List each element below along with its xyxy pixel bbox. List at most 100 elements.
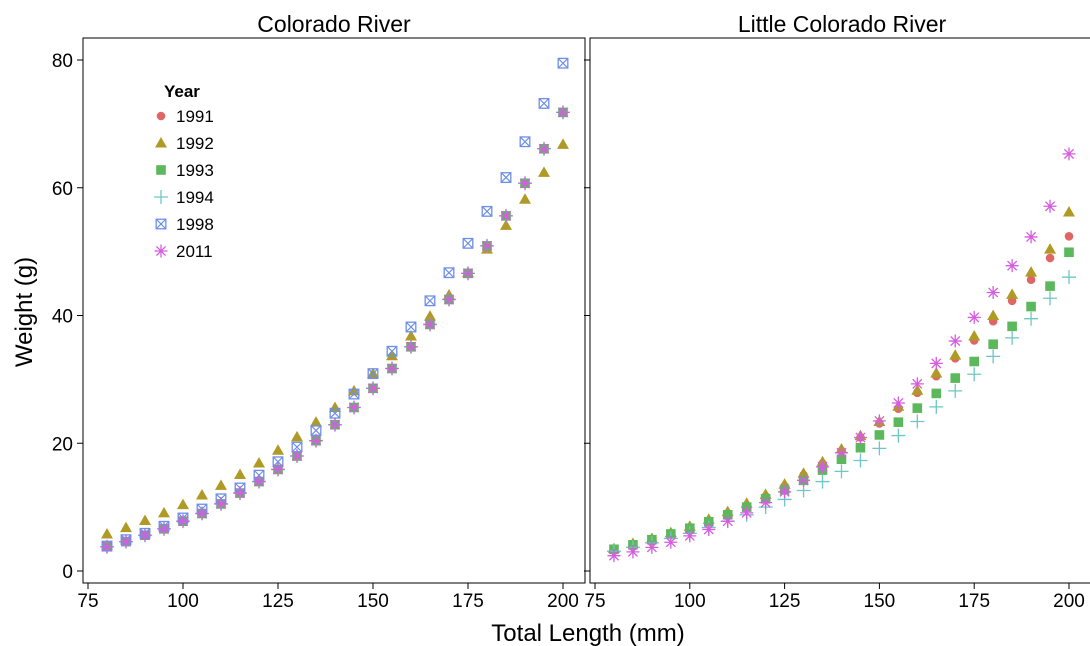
y-axis-ticks bbox=[584, 59, 590, 572]
point-2011 bbox=[853, 431, 867, 445]
point-1993 bbox=[931, 388, 942, 399]
point-1992 bbox=[329, 401, 341, 412]
point-2011 bbox=[499, 209, 513, 223]
legend-marker-1994 bbox=[154, 190, 168, 204]
x-tick-label: 175 bbox=[452, 591, 484, 612]
point-2011 bbox=[214, 497, 228, 511]
x-tick-label: 150 bbox=[864, 591, 896, 612]
point-2011 bbox=[290, 449, 304, 463]
point-1994 bbox=[986, 349, 1001, 364]
point-1998 bbox=[405, 321, 417, 333]
point-1992 bbox=[272, 444, 284, 455]
point-1992 bbox=[291, 430, 303, 442]
x-tick-label: 75 bbox=[584, 591, 605, 612]
legend-label: 1994 bbox=[176, 188, 214, 207]
point-1994 bbox=[815, 474, 830, 489]
point-1998 bbox=[348, 388, 360, 400]
point-1994 bbox=[948, 383, 963, 398]
point-2011 bbox=[385, 362, 399, 376]
point-1992 bbox=[215, 479, 227, 490]
point-2011 bbox=[233, 486, 247, 500]
point-2011 bbox=[138, 528, 152, 542]
point-1993 bbox=[1026, 301, 1036, 312]
point-1994 bbox=[834, 464, 849, 479]
point-1992 bbox=[1025, 266, 1038, 277]
series-1994 bbox=[100, 105, 570, 554]
point-1994 bbox=[1062, 270, 1076, 285]
point-1994 bbox=[853, 453, 868, 468]
data-points bbox=[100, 57, 570, 554]
point-1991 bbox=[1064, 231, 1074, 241]
y-axis-ticks: 0 20 40 60 80 bbox=[52, 51, 83, 583]
point-1993 bbox=[1045, 281, 1055, 291]
point-1992 bbox=[1006, 288, 1019, 299]
point-2011 bbox=[778, 485, 792, 499]
point-1993 bbox=[1064, 247, 1074, 258]
legend-marker-1993 bbox=[156, 165, 166, 175]
series-1991 bbox=[609, 231, 1074, 555]
point-1998 bbox=[519, 136, 531, 148]
y-tick-label: 60 bbox=[52, 179, 73, 200]
point-2011 bbox=[797, 473, 811, 487]
point-2011 bbox=[195, 507, 209, 521]
point-1992 bbox=[968, 329, 981, 341]
point-2011 bbox=[664, 535, 678, 549]
point-2011 bbox=[683, 529, 697, 543]
point-2011 bbox=[721, 514, 735, 528]
legend-label: 1992 bbox=[176, 134, 214, 153]
point-1992 bbox=[386, 349, 398, 361]
point-2011 bbox=[891, 396, 905, 410]
point-2011 bbox=[759, 496, 773, 510]
point-2011 bbox=[872, 414, 886, 428]
x-axis-label: Total Length (mm) bbox=[491, 620, 684, 646]
point-1992 bbox=[158, 506, 170, 518]
y-tick-label: 80 bbox=[52, 51, 73, 72]
point-1994 bbox=[929, 399, 944, 414]
x-tick-label: 75 bbox=[77, 591, 98, 612]
point-1992 bbox=[310, 416, 322, 427]
point-1992 bbox=[101, 527, 113, 539]
point-1993 bbox=[1007, 321, 1017, 332]
legend-marker-1992 bbox=[155, 137, 167, 148]
point-1992 bbox=[519, 193, 531, 204]
data-points bbox=[606, 147, 1076, 563]
legend-label: 1993 bbox=[176, 161, 214, 180]
point-1992 bbox=[557, 138, 569, 149]
point-2011 bbox=[645, 540, 659, 554]
series-2011 bbox=[607, 147, 1076, 563]
series-1994 bbox=[606, 270, 1076, 559]
point-1992 bbox=[405, 329, 417, 341]
point-1998 bbox=[462, 237, 474, 249]
point-2011 bbox=[271, 462, 285, 476]
series-1991 bbox=[102, 108, 568, 552]
point-1998 bbox=[424, 295, 436, 307]
y-tick-label: 0 bbox=[62, 562, 73, 583]
plot-frame bbox=[589, 37, 1090, 584]
point-2011 bbox=[176, 514, 190, 528]
point-1992 bbox=[234, 468, 246, 480]
point-1994 bbox=[1005, 330, 1020, 345]
point-2011 bbox=[366, 381, 380, 395]
point-2011 bbox=[442, 293, 456, 307]
x-tick-label: 125 bbox=[262, 591, 294, 612]
point-2011 bbox=[252, 475, 266, 489]
point-1993 bbox=[855, 442, 866, 453]
point-2011 bbox=[100, 540, 114, 554]
point-1994 bbox=[1024, 311, 1039, 326]
point-1992 bbox=[930, 366, 943, 378]
panel-title: Little Colorado River bbox=[738, 11, 947, 37]
point-2011 bbox=[740, 506, 754, 520]
point-2011 bbox=[929, 356, 943, 370]
point-2011 bbox=[347, 400, 361, 414]
legend-label: 1991 bbox=[176, 107, 214, 126]
point-2011 bbox=[480, 239, 494, 253]
point-2011 bbox=[423, 317, 437, 331]
point-2011 bbox=[309, 434, 323, 448]
point-1992 bbox=[987, 309, 1000, 320]
point-1998 bbox=[557, 57, 569, 69]
point-1992 bbox=[120, 521, 132, 533]
point-1993 bbox=[874, 430, 885, 440]
series-1992 bbox=[607, 206, 1075, 554]
point-2011 bbox=[119, 535, 133, 549]
